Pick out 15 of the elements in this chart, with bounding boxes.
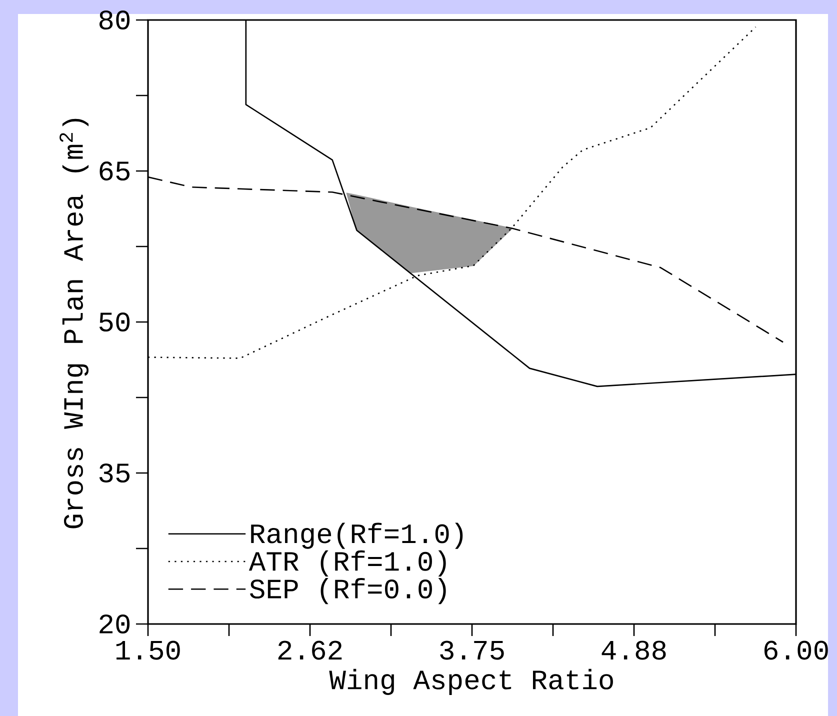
x-tick-label: 4.88 [602, 640, 666, 660]
x-tick-label: 2.62 [278, 640, 342, 660]
y-tick-label: 35 [99, 463, 130, 482]
x-tick-label: 1.50 [116, 640, 180, 660]
y-axis-title: Gross WIng Plan Area (m$^{2}$) [60, 118, 89, 528]
legend-label: ATR (Rf=1.0) [248, 550, 446, 576]
y-tick-label: 65 [100, 161, 130, 180]
x-tick-label: 3.75 [440, 640, 504, 660]
y-tick-label: 80 [100, 10, 130, 30]
y-tick-label: 20 [100, 614, 130, 634]
legend-label: Range(Rf=1.0) [251, 522, 463, 549]
x-axis-title: Wing Aspect Ratio [329, 668, 613, 695]
y-tick-label: 50 [99, 312, 130, 332]
legend-label: SEP (Rf=0.0) [250, 578, 446, 604]
x-tick-label: 6.00 [764, 640, 828, 660]
